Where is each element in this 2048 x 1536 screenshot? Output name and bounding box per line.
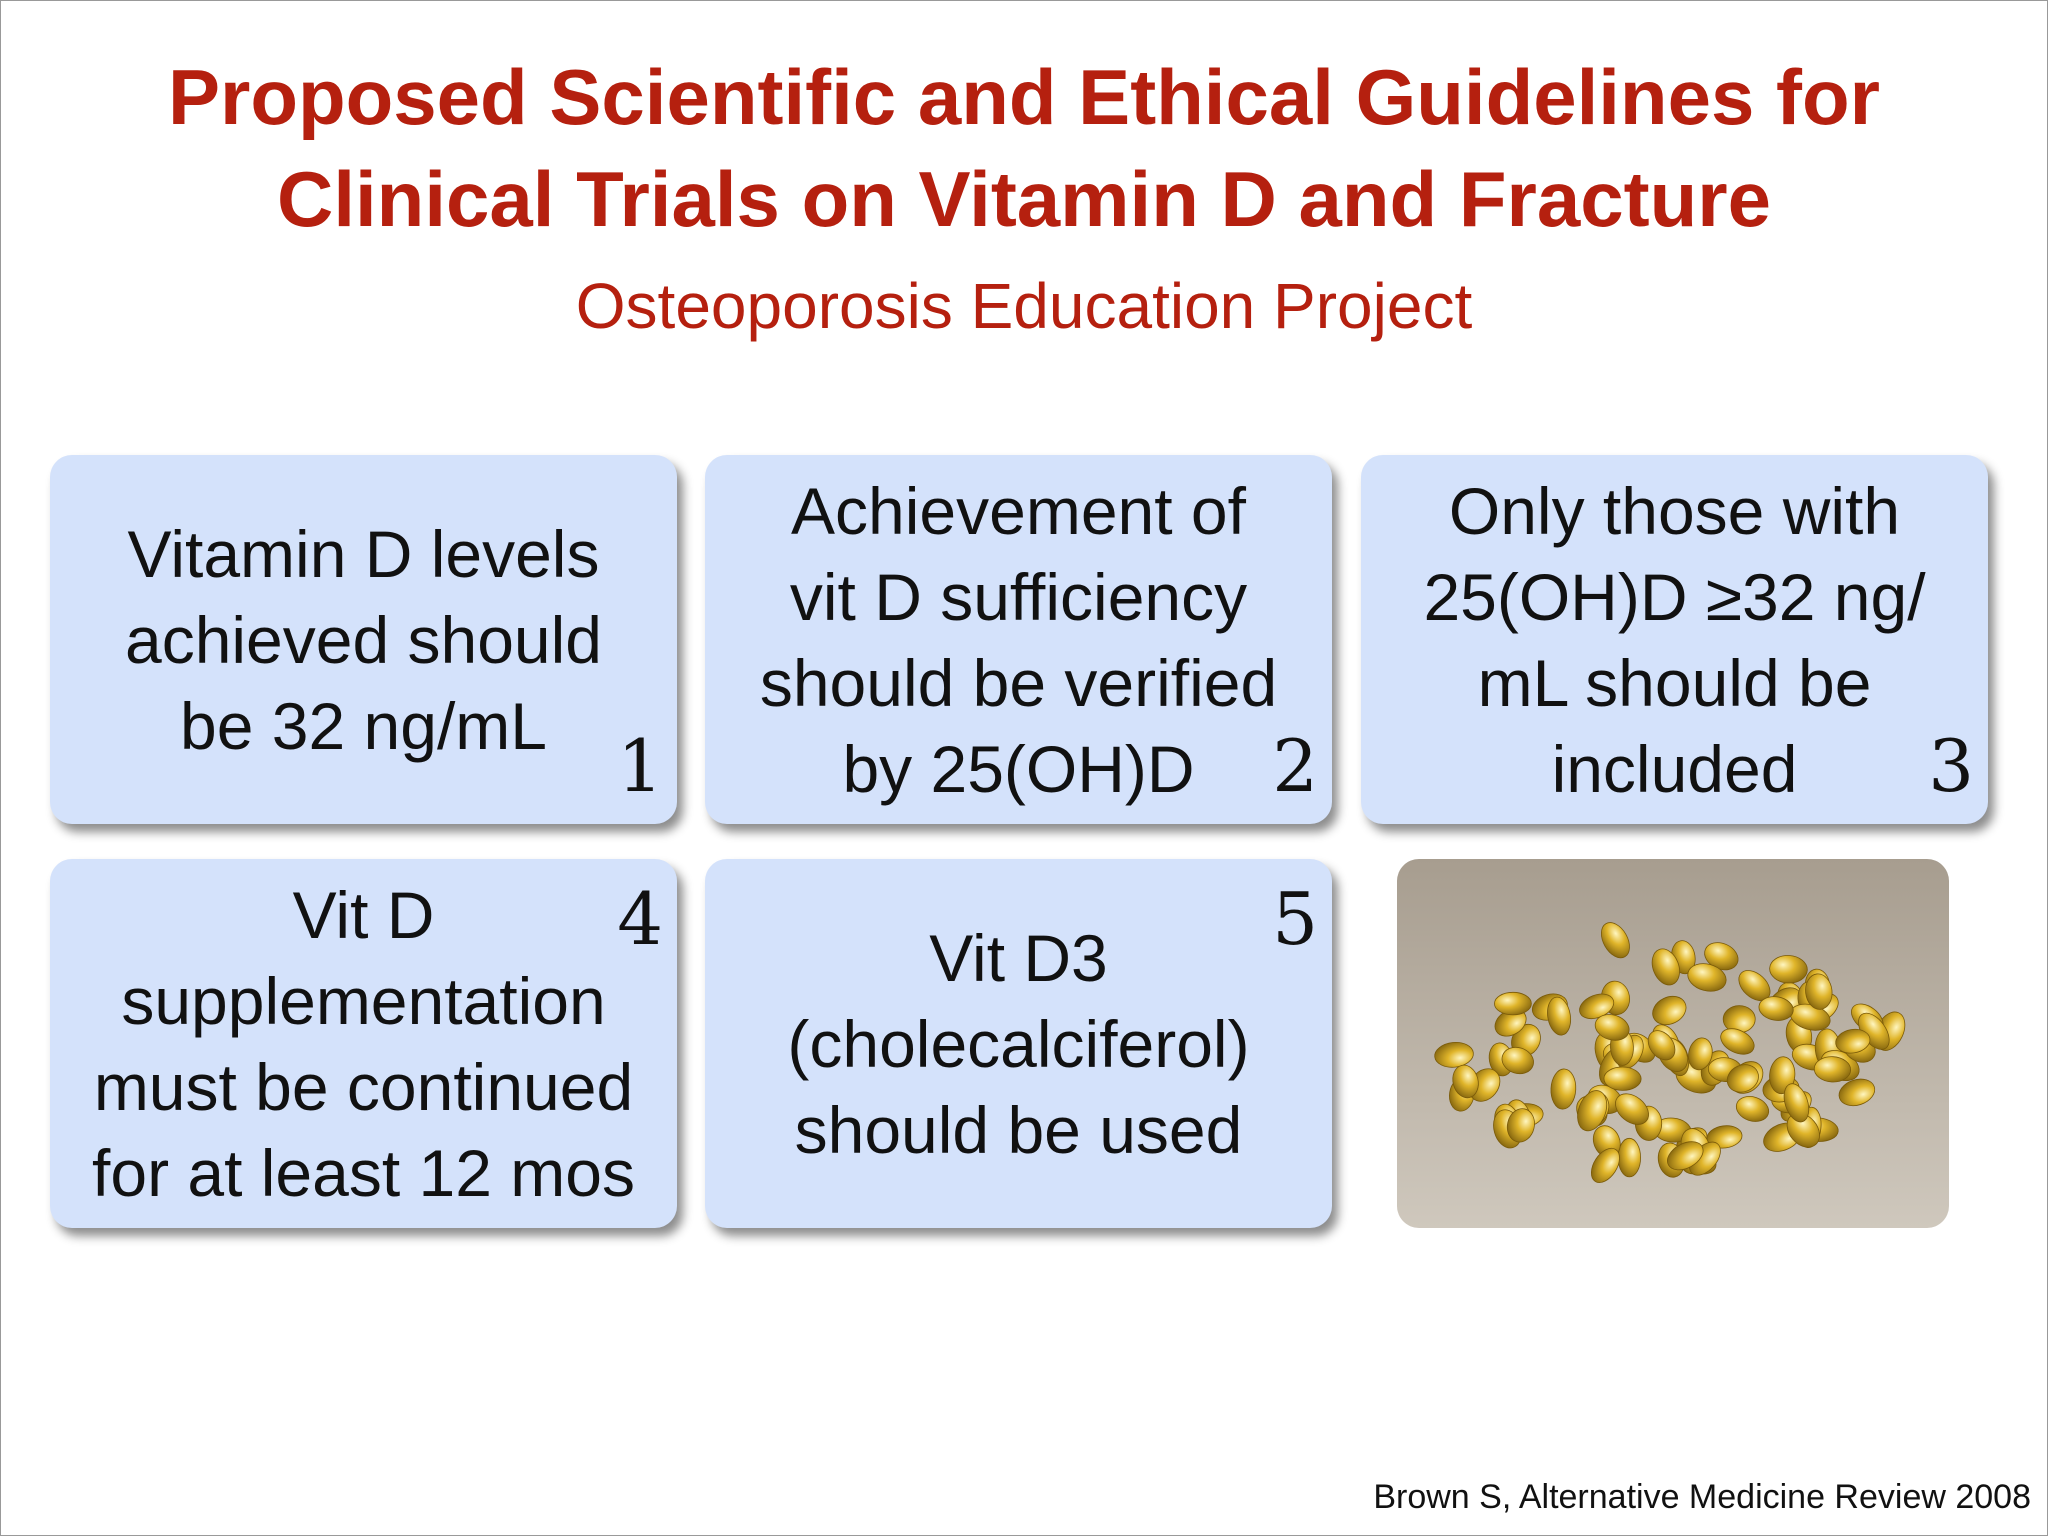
- guideline-number: 2: [1272, 724, 1318, 808]
- vitamin-capsules-photo: [1397, 859, 1949, 1228]
- guideline-text: Achievement of: [791, 473, 1246, 548]
- capsule: [1783, 1083, 1810, 1123]
- capsule: [1652, 995, 1687, 1026]
- capsule: [1547, 996, 1572, 1036]
- guideline-text: by 25(OH)D: [842, 731, 1195, 806]
- guideline-number: 5: [1272, 877, 1318, 961]
- capsule: [1434, 1041, 1474, 1068]
- capsule: [1603, 1066, 1642, 1091]
- guideline-text: must be continued: [93, 1049, 634, 1124]
- capsule: [1726, 1064, 1759, 1093]
- capsule: [1651, 948, 1680, 986]
- guideline-text: 25(OH)D ≥32 ng/: [1423, 559, 1926, 634]
- guideline-text: included: [1551, 731, 1798, 806]
- citation: Brown S, Alternative Medicine Review 200…: [1373, 1478, 2031, 1516]
- capsule: [1813, 1056, 1852, 1083]
- capsule: [1590, 1147, 1620, 1183]
- capsule: [1688, 1037, 1713, 1071]
- guideline-text: Only those with: [1448, 473, 1901, 548]
- capsule: [1769, 955, 1808, 984]
- guideline-number: 4: [617, 877, 663, 961]
- capsule: [1550, 1068, 1577, 1110]
- title-line: Proposed Scientific and Ethical Guidelin…: [167, 53, 1880, 141]
- title-line: Clinical Trials on Vitamin D and Fractur…: [277, 155, 1771, 243]
- guideline-box: Achievement of vit D sufficiency should be…: [705, 455, 1332, 824]
- capsule: [1735, 1096, 1770, 1122]
- guideline-text: Vit D3: [929, 920, 1108, 995]
- guideline-text: Vit D: [292, 877, 435, 952]
- guideline-text: should be verified: [759, 645, 1278, 720]
- guideline-text: be 32 ng/mL: [180, 688, 547, 763]
- guideline-number: 1: [617, 724, 663, 808]
- subtitle: Osteoporosis Education Project: [575, 270, 1473, 342]
- capsule: [1687, 963, 1727, 992]
- capsule: [1594, 1014, 1630, 1041]
- guideline-text: vit D sufficiency: [789, 559, 1248, 634]
- capsule: [1835, 1028, 1871, 1054]
- guideline-box: Vitamin D levels achieved should be 32 ng/…: [50, 455, 677, 824]
- capsule: [1501, 1046, 1534, 1075]
- capsule: [1506, 1108, 1535, 1143]
- guideline-box: Vit D3 (cholecalciferol) should be used 5: [705, 859, 1332, 1228]
- capsules: [1434, 922, 1906, 1183]
- guideline-text: supplementation: [121, 963, 606, 1038]
- guideline-box: Only those with 25(OH)D ≥32 ng/mL should …: [1361, 455, 1988, 824]
- guideline-text: should be used: [794, 1092, 1243, 1167]
- capsule: [1667, 1141, 1704, 1171]
- guideline-number: 3: [1928, 724, 1974, 808]
- capsule: [1577, 1090, 1608, 1132]
- guideline-text: for at least 12 mos: [92, 1135, 635, 1210]
- guideline-text: achieved should: [124, 602, 603, 677]
- guideline-text: (cholecalciferol): [787, 1006, 1250, 1081]
- capsule: [1452, 1064, 1479, 1099]
- capsule: [1494, 991, 1532, 1016]
- guideline-box: Vit D supplementation must be continued for…: [50, 859, 677, 1228]
- guideline-text: mL should be: [1477, 645, 1872, 720]
- capsule: [1600, 922, 1630, 959]
- capsule: [1720, 1028, 1755, 1055]
- guideline-text: Vitamin D levels: [127, 516, 600, 591]
- capsule: [1805, 973, 1833, 1010]
- capsule: [1615, 1093, 1649, 1125]
- capsule: [1617, 1137, 1641, 1178]
- capsule: [1838, 1078, 1876, 1107]
- capsule: [1758, 996, 1794, 1021]
- capsule: [1647, 1030, 1676, 1061]
